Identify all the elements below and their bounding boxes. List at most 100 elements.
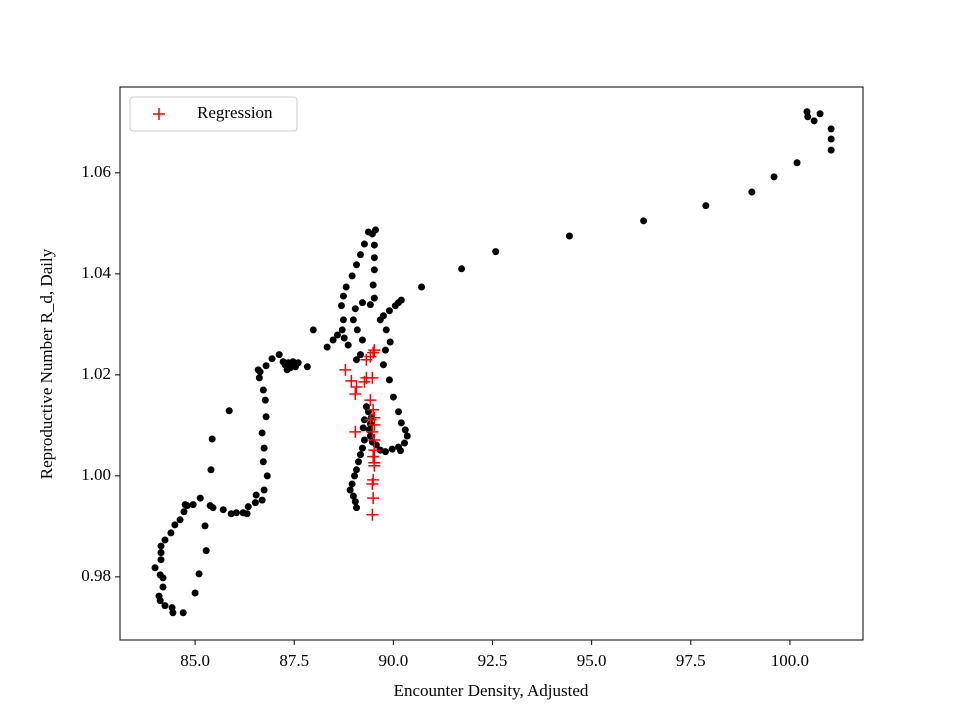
y-tick-label: 1.00 [81, 465, 111, 484]
point [208, 435, 216, 443]
plus-point [349, 425, 362, 438]
plus-point [368, 434, 381, 447]
point [167, 529, 175, 537]
point [337, 302, 345, 310]
point [151, 564, 159, 572]
point [352, 504, 360, 512]
point [303, 363, 311, 371]
point [202, 547, 210, 555]
point [339, 292, 347, 300]
point [333, 331, 341, 339]
plus-point [368, 459, 381, 472]
point [827, 125, 835, 133]
point [400, 439, 408, 447]
point [191, 589, 199, 597]
point [379, 361, 387, 369]
plus-point [358, 375, 371, 388]
point [370, 266, 378, 274]
point [382, 326, 390, 334]
point [183, 502, 191, 510]
point [323, 343, 331, 351]
point [255, 374, 263, 382]
point [370, 294, 378, 302]
plus-point [364, 394, 377, 407]
point [244, 503, 252, 511]
point [370, 241, 378, 249]
point [161, 536, 169, 544]
point [227, 510, 235, 518]
legend-box [129, 96, 298, 132]
point [259, 458, 267, 466]
point [359, 424, 367, 432]
x-tick-label: 97.5 [676, 651, 706, 670]
point [159, 583, 167, 591]
point [386, 338, 394, 346]
y-tick-label: 0.98 [81, 566, 111, 585]
point [195, 570, 203, 578]
point [381, 346, 389, 354]
point [369, 281, 377, 289]
plus-point [366, 477, 379, 490]
plus-point [367, 492, 380, 505]
point [358, 299, 366, 307]
point [372, 226, 380, 234]
point [258, 429, 266, 437]
point [262, 413, 270, 421]
point [385, 307, 393, 315]
point [816, 110, 824, 118]
point [389, 393, 397, 401]
x-tick-label: 100.0 [771, 651, 809, 670]
point [401, 426, 409, 434]
point [268, 355, 276, 363]
point [261, 396, 269, 404]
point [354, 458, 362, 466]
point [640, 217, 648, 225]
plus-point [339, 363, 352, 376]
x-tick-label: 87.5 [279, 651, 309, 670]
legend-marker [153, 108, 165, 120]
x-tick-label: 92.5 [478, 651, 508, 670]
point [356, 251, 364, 259]
plus-point [350, 380, 363, 393]
plus-point [366, 425, 379, 438]
point [254, 366, 262, 374]
point [251, 499, 259, 507]
point [351, 472, 359, 480]
point [157, 549, 165, 557]
point [352, 356, 360, 364]
point [351, 305, 359, 313]
point [770, 173, 778, 181]
point [344, 341, 352, 349]
point [565, 232, 573, 240]
point [376, 316, 384, 324]
plus-point [366, 371, 379, 384]
point [289, 358, 297, 366]
point [171, 521, 179, 529]
legend-label: Regression [197, 103, 273, 122]
point [358, 336, 366, 344]
plus-point [366, 508, 379, 521]
point [279, 358, 287, 366]
point [391, 302, 399, 310]
plus-point [368, 344, 381, 357]
point [804, 113, 812, 121]
point [239, 509, 247, 517]
point [329, 336, 337, 344]
point [458, 265, 466, 273]
point [351, 498, 359, 506]
point [353, 326, 361, 334]
point [370, 254, 378, 262]
point [360, 240, 368, 248]
y-tick-label: 1.02 [81, 364, 111, 383]
point [225, 407, 233, 415]
point [385, 376, 393, 384]
point [180, 508, 188, 516]
point [206, 502, 214, 510]
point [360, 436, 368, 444]
point [748, 188, 756, 196]
plus-point [364, 413, 377, 426]
plus-point [345, 374, 358, 387]
point [349, 492, 357, 500]
